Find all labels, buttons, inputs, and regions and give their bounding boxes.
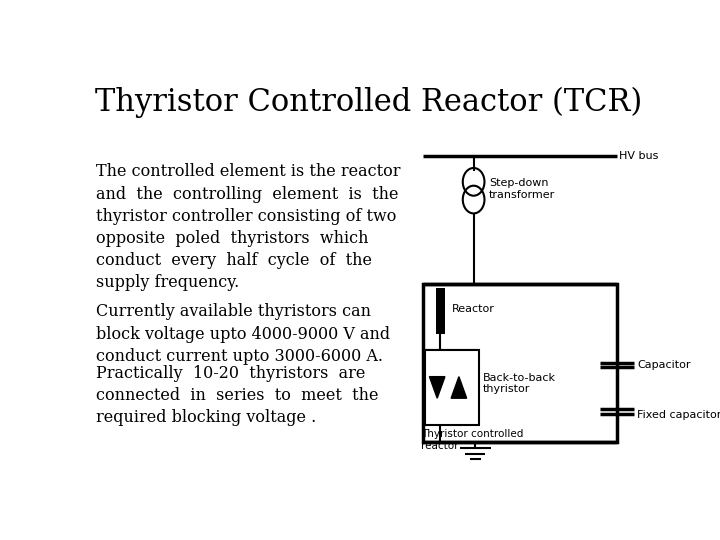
Polygon shape — [451, 377, 467, 398]
Text: Capacitor: Capacitor — [637, 360, 690, 370]
Text: Reactor: Reactor — [452, 303, 495, 314]
Text: Step-down
transformer: Step-down transformer — [489, 178, 555, 200]
Text: Thyristor Controlled Reactor (TCR): Thyristor Controlled Reactor (TCR) — [95, 86, 643, 118]
Polygon shape — [429, 377, 445, 398]
Text: The controlled element is the reactor
and  the  controlling  element  is  the
th: The controlled element is the reactor an… — [96, 164, 401, 292]
Text: Back-to-back
thyristor: Back-to-back thyristor — [483, 373, 556, 394]
Bar — [423, 284, 617, 442]
Text: HV bus: HV bus — [618, 151, 658, 161]
Text: Currently available thyristors can
block voltage upto 4000-9000 V and
conduct cu: Currently available thyristors can block… — [96, 303, 390, 365]
Text: Fixed capacitor: Fixed capacitor — [637, 410, 720, 420]
Text: Practically  10-20  thyristors  are
connected  in  series  to  meet  the
require: Practically 10-20 thyristors are connect… — [96, 365, 379, 427]
Bar — [436, 288, 445, 334]
Text: Thyristor controlled
reactor: Thyristor controlled reactor — [421, 429, 523, 450]
Bar — [425, 350, 479, 425]
